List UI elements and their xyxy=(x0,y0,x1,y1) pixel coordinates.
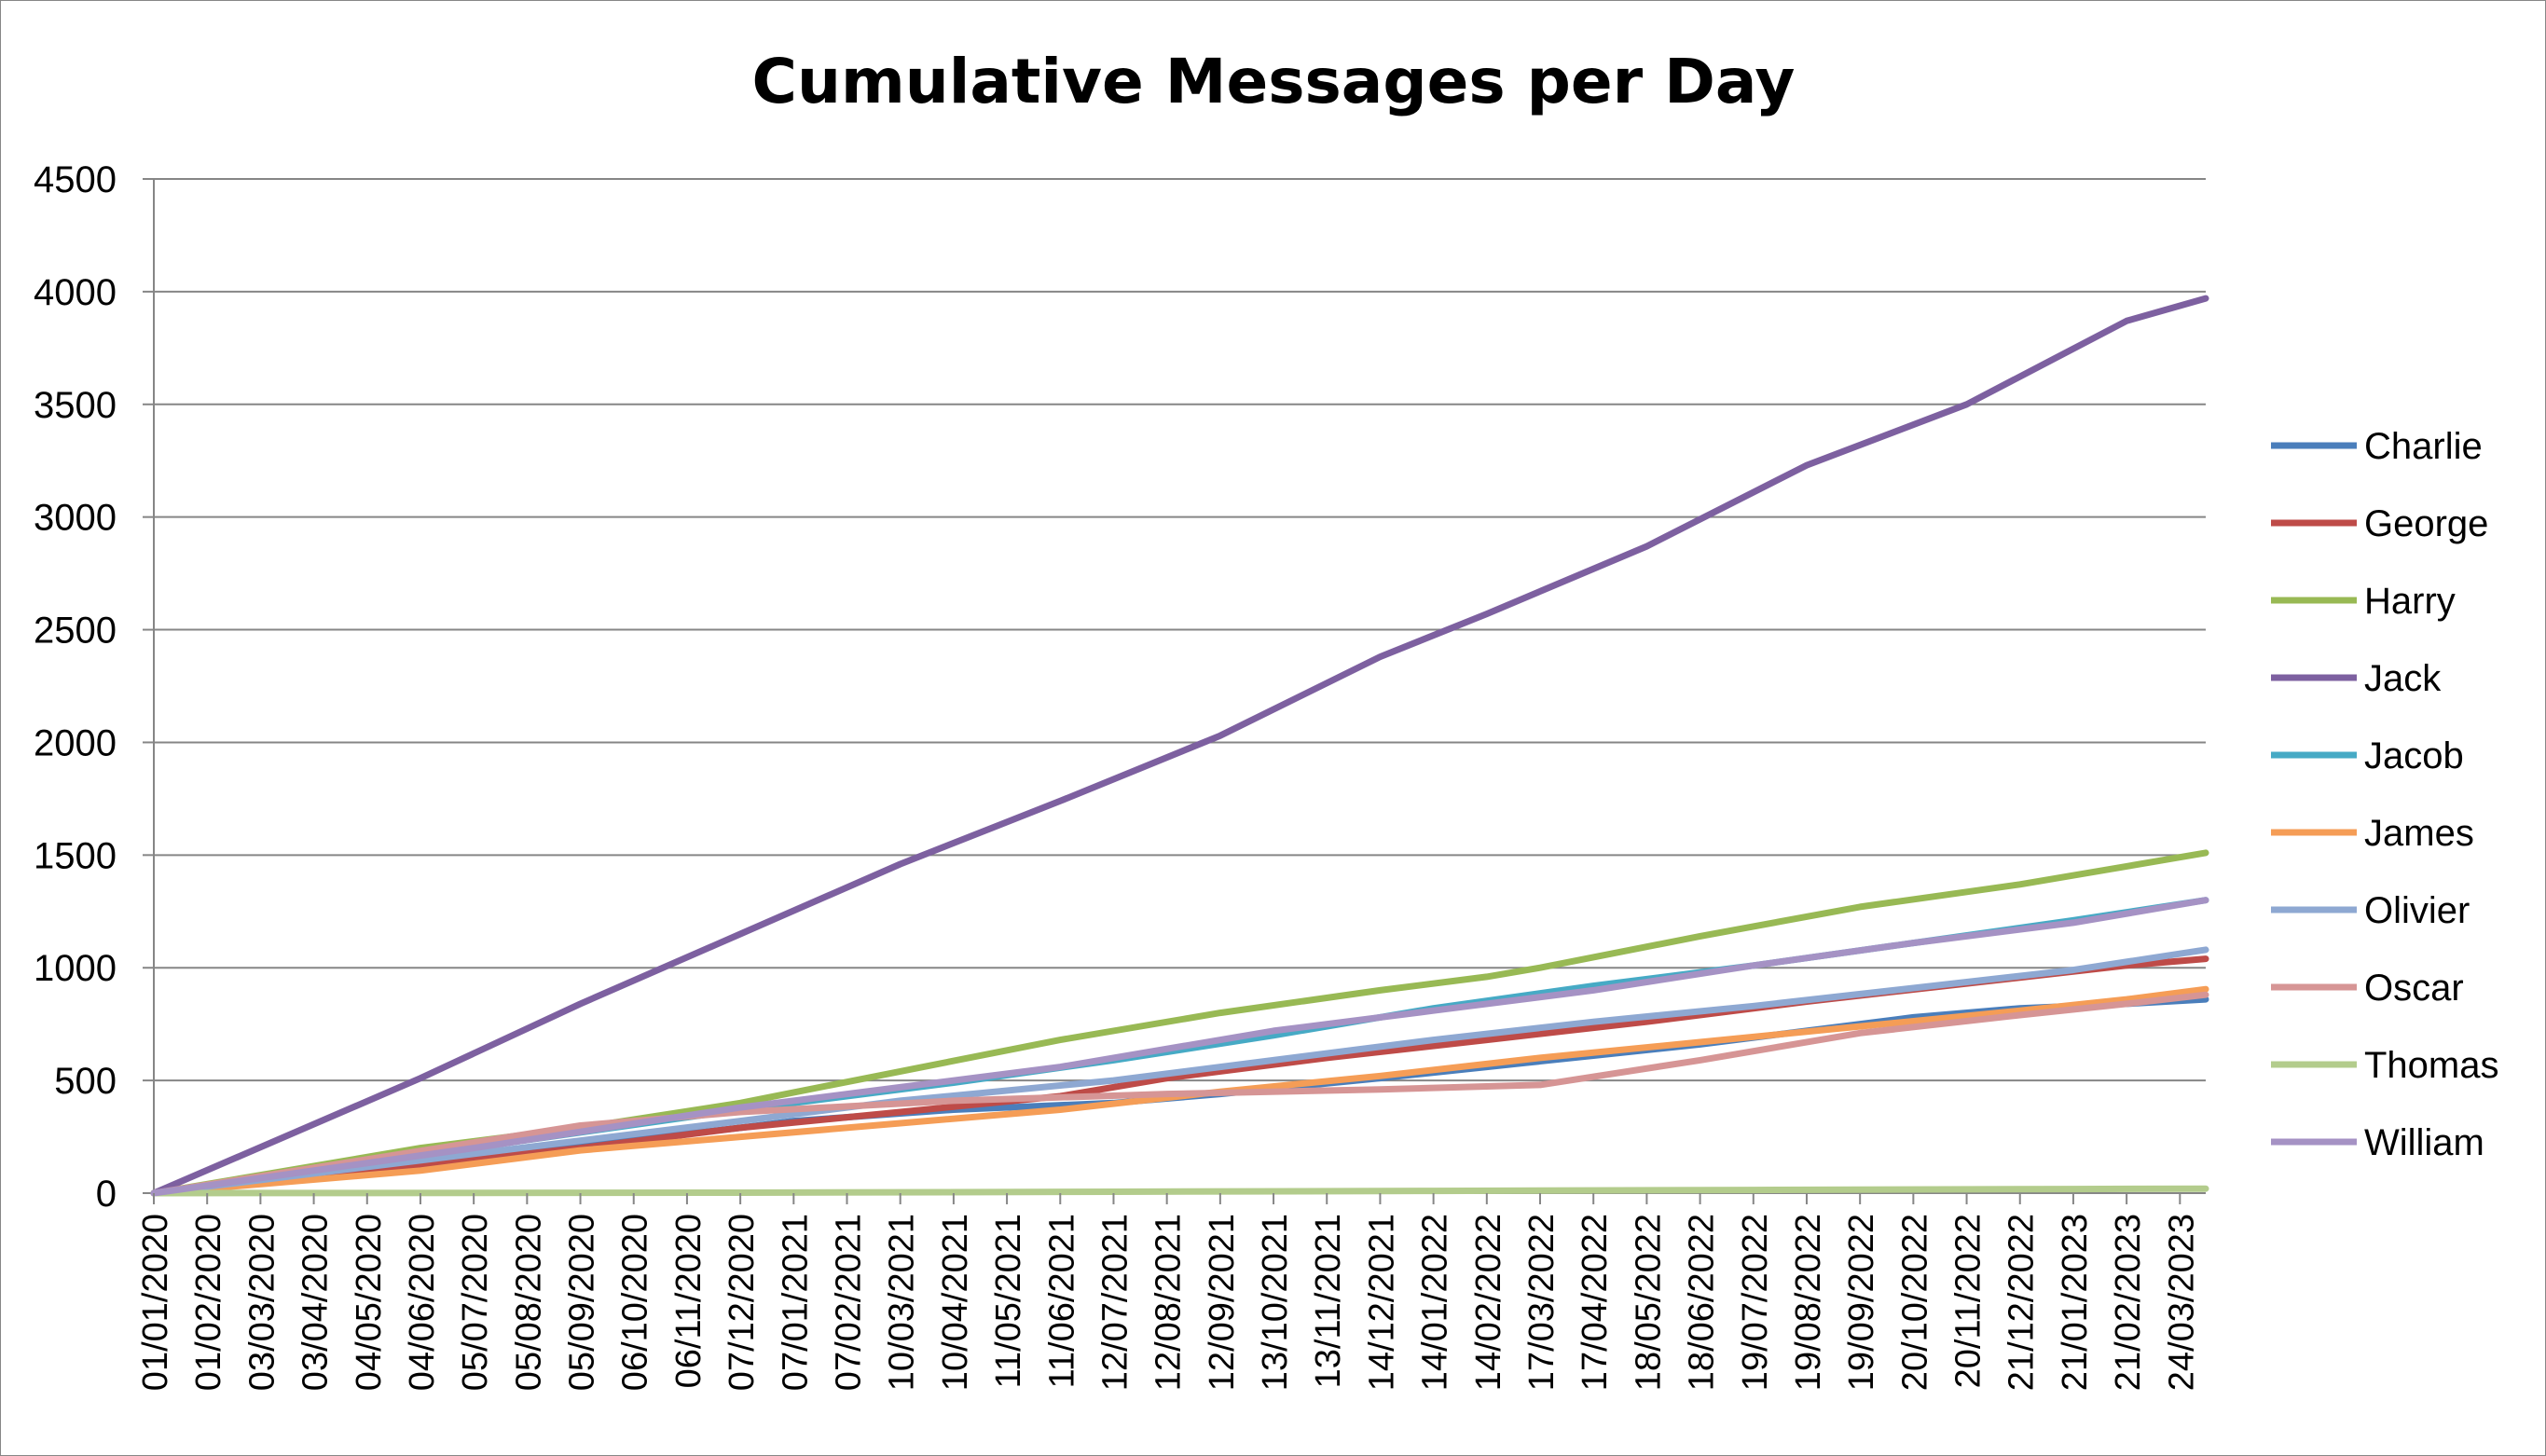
x-tick-label: 13/10/2021 xyxy=(1256,1214,1295,1391)
x-tick-label: 19/09/2022 xyxy=(1842,1214,1881,1391)
x-tick-label: 04/06/2020 xyxy=(403,1214,442,1391)
x-tick-label: 05/09/2020 xyxy=(563,1214,602,1391)
series-lines xyxy=(150,295,2209,1197)
x-axis-tick-labels: 01/01/2020 01/02/2020 03/03/2020 03/04/2020… xyxy=(136,1193,2201,1391)
y-tick-label: 500 xyxy=(54,1061,117,1102)
y-tick-label: 3500 xyxy=(34,385,117,426)
x-tick-label: 05/08/2020 xyxy=(509,1214,548,1391)
y-tick-label: 1500 xyxy=(34,835,117,876)
legend-label: Olivier xyxy=(2364,890,2470,931)
x-tick-label: 20/10/2022 xyxy=(1895,1214,1934,1391)
x-tick-label: 14/01/2022 xyxy=(1416,1214,1455,1391)
y-tick-label: 4500 xyxy=(34,159,117,200)
y-tick-label: 3000 xyxy=(34,498,117,539)
x-tick-label: 14/12/2021 xyxy=(1362,1214,1401,1391)
axes xyxy=(153,179,2206,1194)
x-tick-label: 20/11/2022 xyxy=(1949,1214,1989,1388)
legend-label: Harry xyxy=(2364,581,2456,622)
x-tick-label: 19/07/2022 xyxy=(1736,1214,1775,1391)
x-tick-label: 04/05/2020 xyxy=(350,1214,389,1391)
y-tick-label: 1000 xyxy=(34,948,117,989)
series-line-james xyxy=(150,985,2209,1197)
x-tick-label: 03/04/2020 xyxy=(296,1214,336,1391)
legend-label: Thomas xyxy=(2364,1045,2499,1086)
x-tick-label: 07/02/2021 xyxy=(830,1214,869,1391)
x-tick-label: 06/10/2020 xyxy=(616,1214,655,1391)
legend-label: James xyxy=(2364,813,2474,854)
x-tick-label: 11/06/2021 xyxy=(1042,1214,1081,1388)
x-tick-label: 10/04/2021 xyxy=(936,1214,975,1391)
legend-label: Oscar xyxy=(2364,968,2464,1009)
y-tick-label: 4000 xyxy=(34,272,117,313)
x-tick-label: 17/03/2022 xyxy=(1522,1214,1562,1391)
x-tick-label: 06/11/2020 xyxy=(669,1214,709,1388)
x-tick-label: 21/12/2022 xyxy=(2002,1214,2042,1391)
x-tick-label: 10/03/2021 xyxy=(883,1214,922,1391)
x-tick-label: 01/01/2020 xyxy=(136,1214,175,1391)
grid-lines xyxy=(143,178,2206,1194)
y-tick-label: 2500 xyxy=(34,611,117,652)
legend-label: William xyxy=(2364,1122,2484,1163)
x-tick-label: 18/05/2022 xyxy=(1629,1214,1668,1391)
x-tick-label: 11/05/2021 xyxy=(989,1214,1028,1388)
x-tick-label: 17/04/2022 xyxy=(1576,1214,1615,1391)
x-tick-label: 03/03/2020 xyxy=(242,1214,282,1391)
x-tick-label: 12/08/2021 xyxy=(1149,1214,1189,1391)
x-tick-label: 13/11/2021 xyxy=(1309,1214,1348,1388)
x-tick-label: 21/01/2023 xyxy=(2056,1214,2095,1391)
x-tick-label: 07/01/2021 xyxy=(776,1214,815,1391)
y-tick-label: 2000 xyxy=(34,722,117,763)
series-line-thomas xyxy=(150,1185,2209,1197)
series-line-jack xyxy=(150,295,2209,1197)
series-line-william xyxy=(150,897,2209,1197)
y-axis-tick-labels: 0 500 1000 1500 2000 2500 3000 3500 4000 4500 xyxy=(34,159,117,1215)
x-tick-label: 19/08/2022 xyxy=(1789,1214,1828,1391)
series-line-olivier xyxy=(150,946,2209,1197)
chart-title: Cumulative Messages per Day xyxy=(752,46,1796,117)
y-tick-label: 0 xyxy=(96,1174,117,1215)
x-tick-label: 14/02/2022 xyxy=(1469,1214,1508,1391)
legend-label: Jack xyxy=(2364,658,2442,699)
x-tick-label: 12/07/2021 xyxy=(1095,1214,1135,1391)
x-tick-label: 21/02/2023 xyxy=(2109,1214,2148,1391)
legend-label: Jacob xyxy=(2364,735,2464,776)
x-tick-label: 07/12/2020 xyxy=(723,1214,762,1391)
x-tick-label: 24/03/2023 xyxy=(2162,1214,2201,1391)
x-tick-label: 05/07/2020 xyxy=(456,1214,495,1391)
legend-label: George xyxy=(2364,503,2488,544)
x-tick-label: 01/02/2020 xyxy=(189,1214,228,1391)
legend-label: Charlie xyxy=(2364,426,2483,467)
legend: Charlie George Harry Jack Jacob James Olivier O… xyxy=(2271,426,2499,1163)
x-tick-label: 18/06/2022 xyxy=(1683,1214,1722,1391)
x-tick-label: 12/09/2021 xyxy=(1203,1214,1242,1391)
